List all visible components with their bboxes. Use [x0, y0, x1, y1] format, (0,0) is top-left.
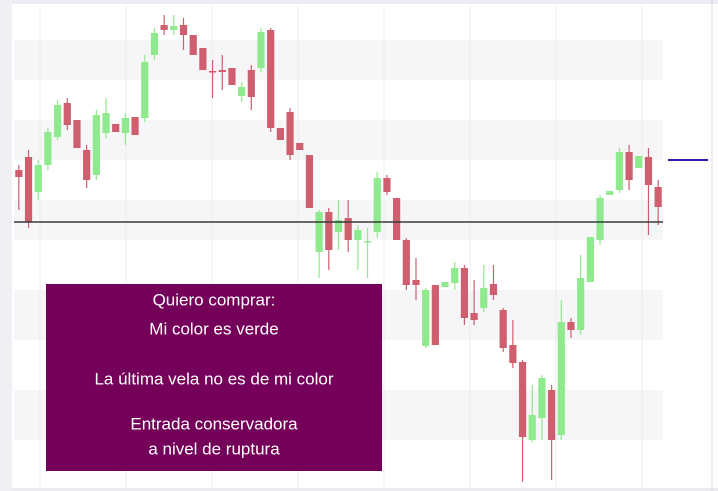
candle-body: [431, 285, 439, 345]
annotation-text: La última vela no es de mi color: [94, 369, 333, 388]
candle-body: [489, 284, 498, 295]
candle-body: [499, 310, 507, 348]
top-border: [0, 0, 718, 4]
annotation-text: Quiero comprar:: [153, 290, 276, 309]
candle-body: [480, 288, 488, 308]
candle-body: [170, 26, 178, 30]
candle-body: [412, 280, 420, 285]
candle-body: [354, 230, 362, 240]
candle-body: [247, 70, 255, 97]
candle-body: [286, 112, 294, 155]
candle-body: [393, 198, 401, 240]
candle-body: [422, 290, 430, 346]
candle-body: [363, 241, 372, 243]
candle-body: [141, 62, 149, 118]
candle-body: [373, 178, 381, 232]
annotation-text: Entrada conservadora: [130, 414, 298, 433]
candle-body: [179, 25, 188, 35]
candle-body: [44, 132, 52, 165]
candle-body: [150, 33, 159, 55]
candle-body: [644, 157, 653, 185]
annotation-box: [46, 284, 382, 471]
candle-body: [34, 165, 42, 192]
levels: [14, 159, 708, 223]
candle-body: [305, 155, 314, 208]
candle-body: [83, 150, 91, 180]
candle-body: [625, 152, 633, 180]
candle-body: [73, 120, 81, 148]
candle-body: [15, 170, 23, 177]
candle-body: [596, 198, 604, 240]
annotation: Quiero comprar: Mi color es verde La últim…: [46, 284, 382, 471]
candle-body: [441, 282, 449, 287]
candle-body: [189, 35, 197, 55]
candle-body: [267, 30, 275, 128]
candle-body: [228, 68, 236, 85]
candle-body: [199, 48, 207, 70]
candle-body: [102, 113, 110, 133]
candle-body: [112, 124, 120, 132]
bottom-border: [12, 488, 718, 491]
candle-body: [344, 218, 352, 240]
candle-body: [257, 32, 265, 68]
candle-body: [567, 322, 575, 330]
candle-body: [238, 87, 246, 96]
candle-body: [160, 25, 168, 30]
candle-body: [518, 362, 527, 437]
candle-body: [92, 115, 100, 175]
candle-body: [538, 378, 546, 418]
annotation-text: a nivel de ruptura: [148, 439, 280, 458]
candle-body: [218, 70, 226, 72]
candle-body: [451, 268, 459, 283]
candle-body: [635, 156, 643, 168]
candle-body: [509, 345, 517, 363]
candle-body: [131, 117, 139, 135]
candle-body: [296, 143, 304, 150]
candle-body: [121, 118, 129, 133]
candle-body: [276, 128, 284, 140]
candle-body: [53, 105, 62, 137]
candle-body: [528, 415, 536, 440]
candle-body: [383, 178, 391, 192]
candle-body: [586, 237, 594, 282]
candle-body: [315, 212, 323, 252]
candle-body: [334, 220, 343, 232]
candle-body: [325, 212, 333, 250]
candle-body: [548, 390, 556, 440]
candle-body: [470, 313, 478, 320]
candle-body: [24, 157, 33, 222]
candles: [15, 15, 662, 482]
candle-body: [557, 322, 565, 435]
candle-body: [63, 103, 71, 125]
candle-body: [577, 278, 585, 330]
left-border: [0, 0, 12, 491]
candle-body: [606, 191, 614, 195]
candle-body: [615, 152, 624, 190]
candle-body: [460, 268, 469, 318]
candle-body: [208, 71, 217, 73]
candle-body: [654, 187, 662, 207]
annotation-text: Mi color es verde: [149, 319, 278, 338]
candle-body: [402, 240, 410, 285]
